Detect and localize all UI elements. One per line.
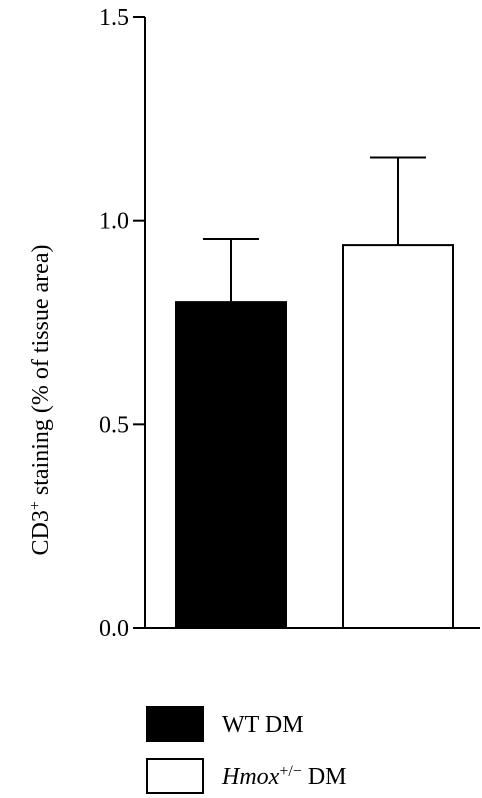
legend-swatch (146, 758, 204, 794)
legend: WT DM Hmox+/− DM (146, 706, 347, 794)
bars (175, 156, 454, 630)
y-tick-label: 1.5 (99, 5, 129, 31)
legend-swatch (146, 706, 204, 742)
y-tick-label: 0.5 (99, 412, 129, 438)
y-tick-label: 0.0 (99, 616, 129, 642)
legend-label: Hmox+/− DM (221, 763, 347, 791)
y-tick-label: 1.0 (99, 209, 129, 235)
bar (342, 244, 454, 630)
y-axis-label: CD3+ staining (% of tissue area) (27, 245, 55, 556)
legend-label: WT DM (222, 712, 304, 738)
y-axis: 0.0 0.5 1.0 1.5 (99, 5, 146, 642)
bar (175, 301, 287, 629)
